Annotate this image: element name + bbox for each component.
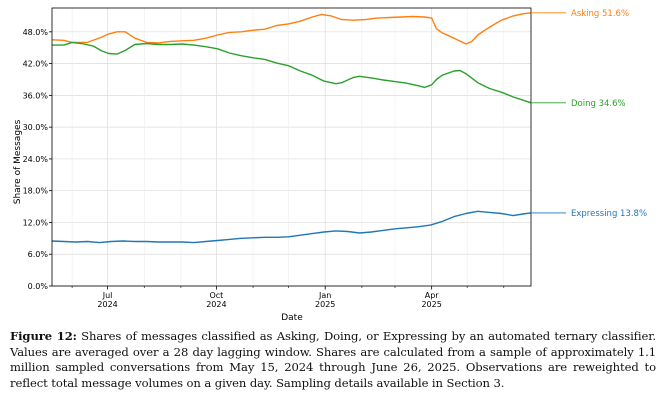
series-line-doing xyxy=(52,41,532,104)
y-tick-label: 42.0% xyxy=(23,60,49,69)
end-label-asking: Asking 51.6% xyxy=(571,9,629,19)
grid-lines xyxy=(52,8,531,287)
end-label-doing: Doing 34.6% xyxy=(571,99,626,109)
series-line-asking xyxy=(51,12,532,45)
x-tick-label-month: Apr xyxy=(425,291,440,300)
x-tick-label-year: 2025 xyxy=(315,300,335,309)
y-tick-label: 18.0% xyxy=(23,187,49,196)
x-tick-label-year: 2024 xyxy=(97,300,117,309)
caption-text: Shares of messages classified as Asking,… xyxy=(10,329,656,390)
y-tick-label: 12.0% xyxy=(23,218,49,227)
series-line-expressing xyxy=(51,210,532,244)
y-axis-ticks: 0.0% 6.0% 12.0% 18.0% 24.0% 30.0% 36.0% 42.0% 48… xyxy=(23,28,52,291)
y-tick-label: 30.0% xyxy=(23,123,49,132)
y-axis-label: Share of Messages xyxy=(13,119,23,204)
line-chart: 0.0% 6.0% 12.0% 18.0% 24.0% 30.0% 36.0% 42.0% 48… xyxy=(13,7,647,323)
y-tick-label: 24.0% xyxy=(23,155,49,164)
series-end-labels: Asking 51.6% Doing 34.6% Expressing 13.8% xyxy=(531,9,647,219)
x-tick-label-month: Jan xyxy=(318,291,331,300)
x-tick-label-year: 2024 xyxy=(206,300,226,309)
figure-caption: Figure 12: Shares of messages classified… xyxy=(10,329,656,391)
figure-label: Figure 12: xyxy=(10,329,77,343)
y-tick-label: 0.0% xyxy=(28,282,49,291)
x-tick-label-year: 2025 xyxy=(421,300,441,309)
x-axis-label: Date xyxy=(281,313,303,323)
x-tick-label-month: Oct xyxy=(209,291,223,300)
y-tick-label: 48.0% xyxy=(23,28,49,37)
y-tick-label: 36.0% xyxy=(23,91,49,100)
x-tick-label-month: Jul xyxy=(102,291,113,300)
end-label-expressing: Expressing 13.8% xyxy=(571,209,647,219)
series-lines xyxy=(51,12,532,244)
plot-frame xyxy=(51,7,532,287)
y-tick-label: 6.0% xyxy=(28,250,49,259)
